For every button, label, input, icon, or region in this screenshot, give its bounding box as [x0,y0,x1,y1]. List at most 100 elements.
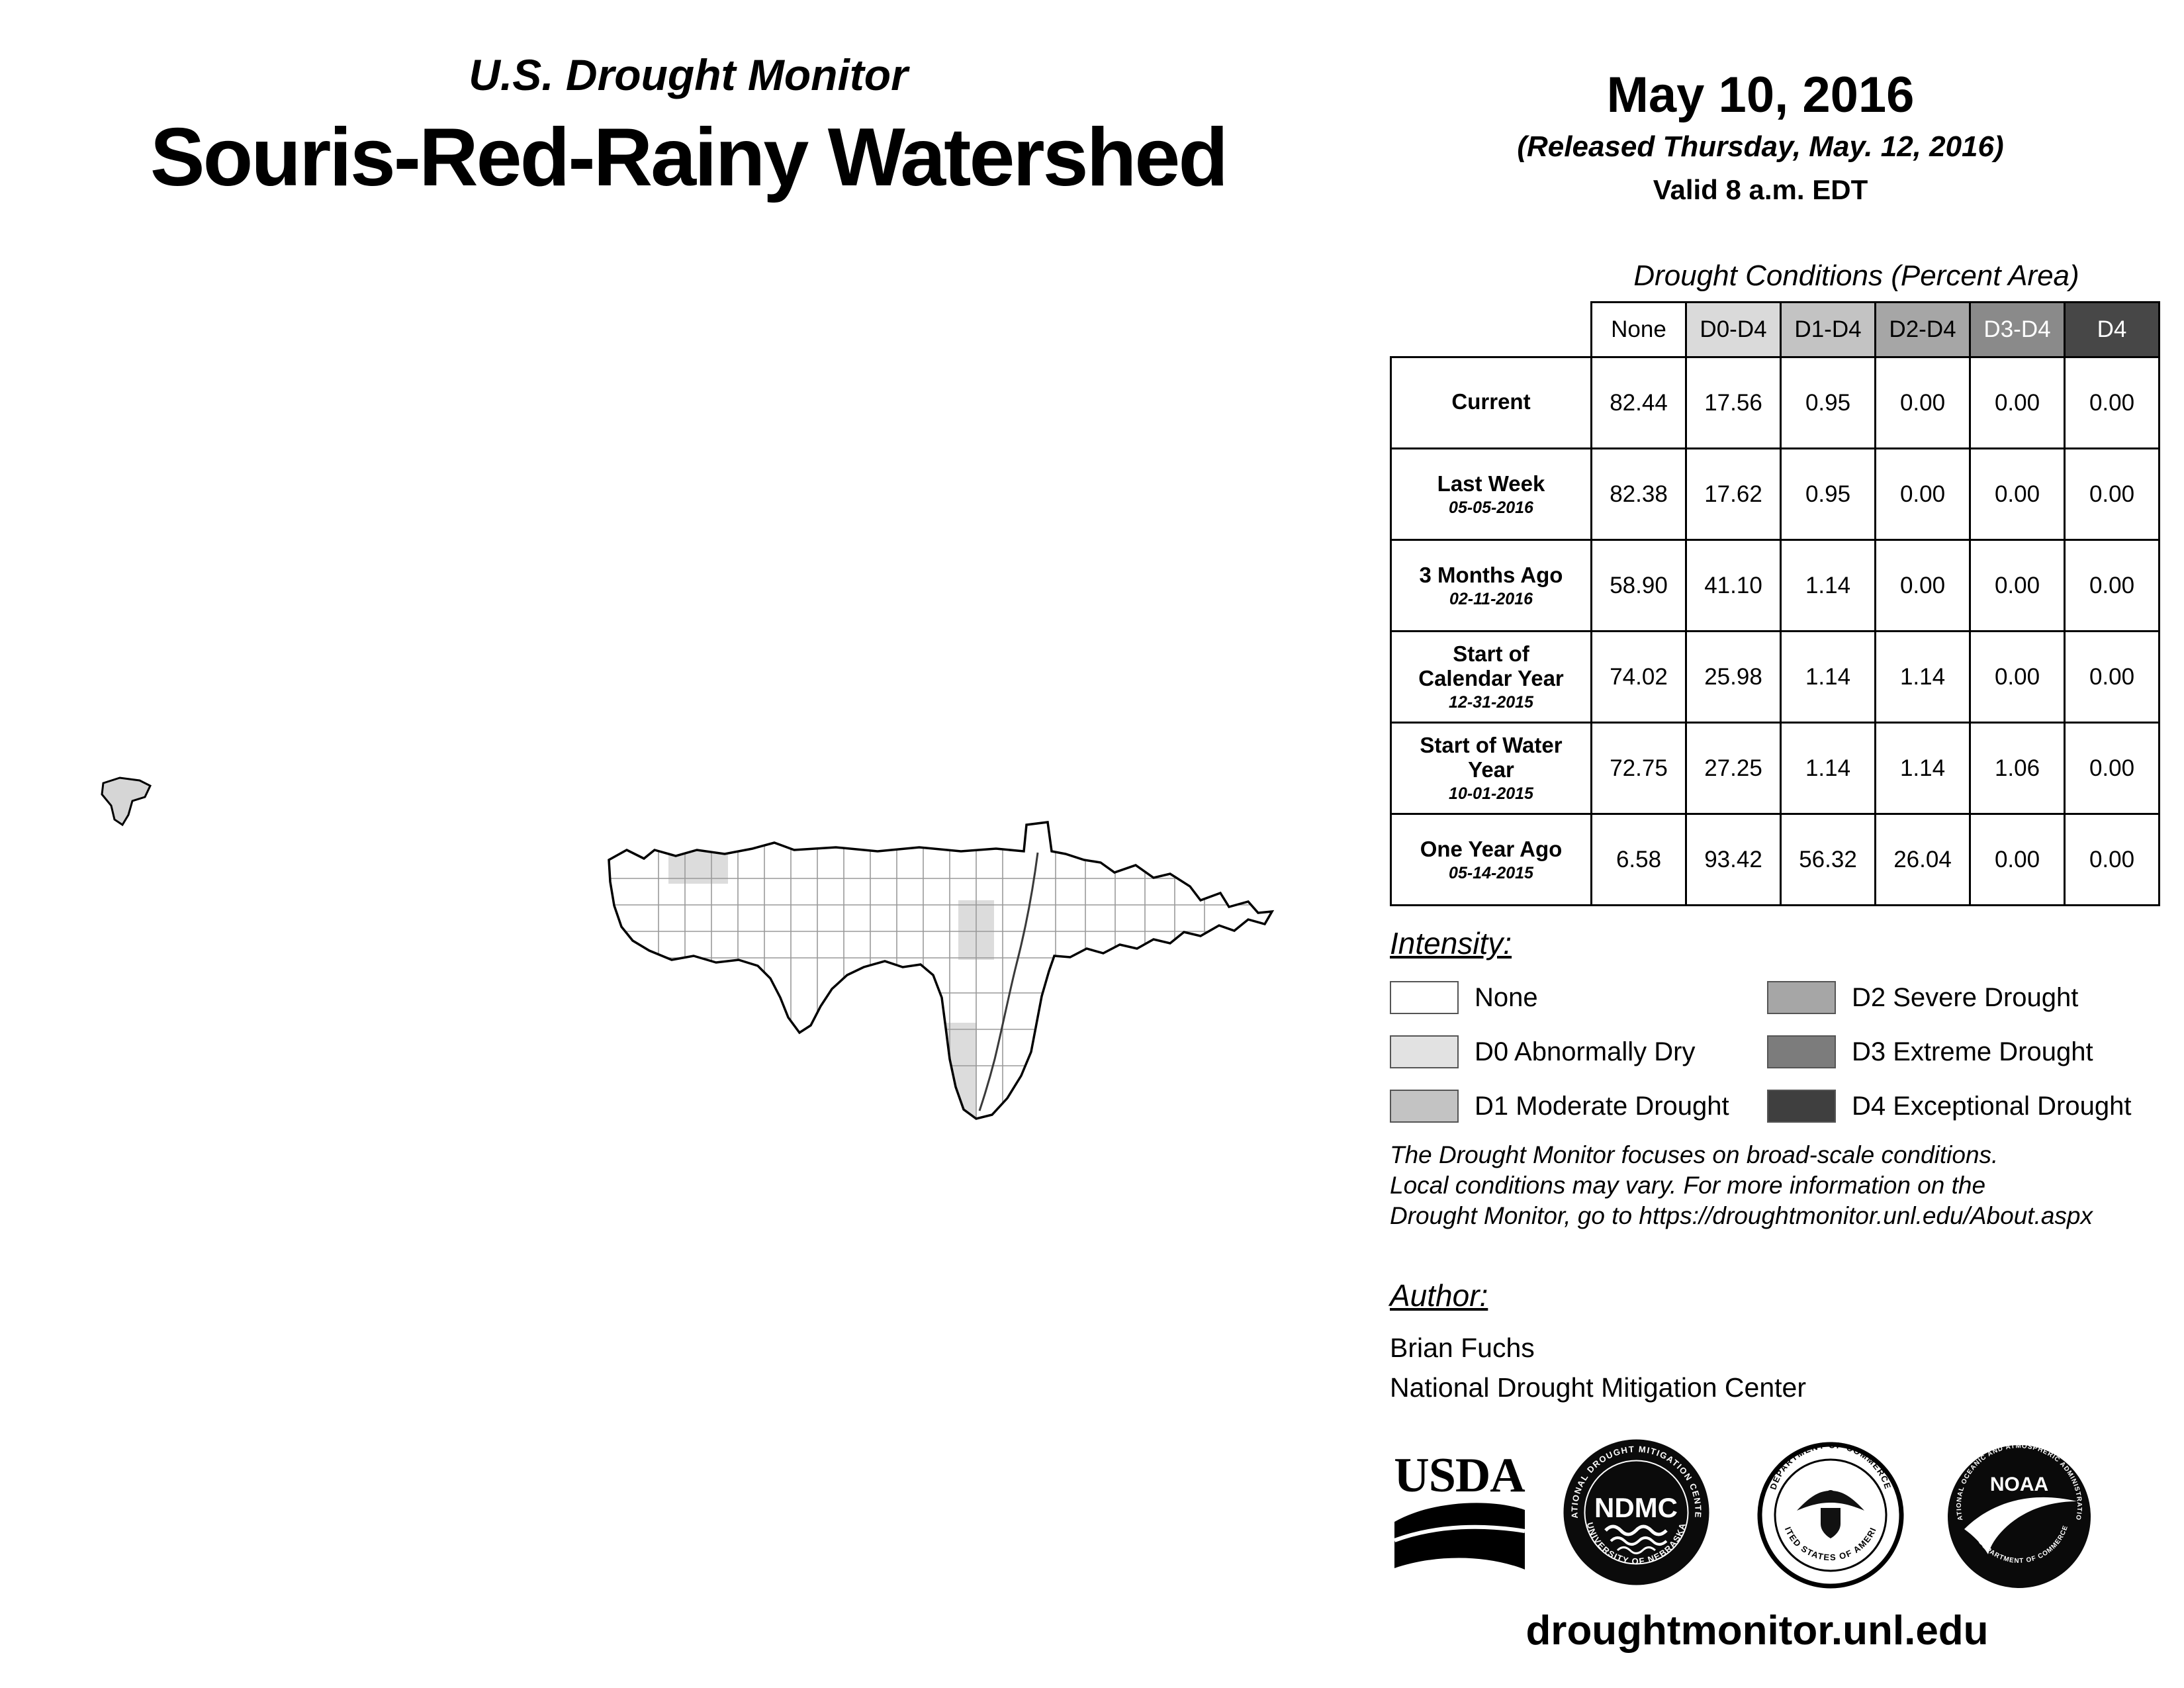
table-cell: 0.00 [1969,630,2066,724]
row-date: 10-01-2015 [1449,784,1533,803]
region-title: Souris-Red-Rainy Watershed [150,112,1228,203]
table-header-row: None D0-D4 D1-D4 D2-D4 D3-D4 D4 [1390,301,2160,358]
table-cell: 6.58 [1590,813,1687,906]
table-cell: 0.95 [1780,356,1876,449]
legend-item: D0 Abnormally Dry [1390,1035,1767,1068]
row-label: Start of Water Year [1420,733,1563,782]
intensity-legend: Intensity: None D0 Abnormally Dry D1 Mod… [1390,925,2164,1123]
table-cell: 1.14 [1780,539,1876,632]
table-cell: 1.14 [1874,722,1971,815]
table-cell: 72.75 [1590,722,1687,815]
table-cell: 82.44 [1590,356,1687,449]
usda-logo: USDA [1390,1448,1529,1574]
watershed-map [101,776,1275,1120]
legend-swatch-d2 [1767,981,1836,1014]
table-cell: 1.14 [1780,630,1876,724]
legend-title: Intensity: [1390,926,1512,961]
legend-item: None [1390,981,1767,1014]
table-cell: 1.06 [1969,722,2066,815]
doc-seal: DEPARTMENT OF COMMERCE UNITED STATES OF … [1757,1442,1904,1589]
legend-label: D4 Exceptional Drought [1852,1091,2132,1121]
valid-time: Valid 8 a.m. EDT [1653,174,1868,205]
noaa-bird-icon [1964,1497,2077,1554]
disclaimer-line: Local conditions may vary. For more info… [1390,1172,1986,1199]
legend-swatch-d1 [1390,1090,1459,1123]
column-header: D3-D4 [1969,301,2066,358]
row-header: Last Week 05-05-2016 [1390,447,1592,541]
column-header: D4 [2064,301,2160,358]
row-date: 12-31-2015 [1449,693,1533,712]
row-header: Current [1390,356,1592,449]
ndmc-waves-icon [1604,1524,1668,1536]
table-row: Last Week 05-05-2016 82.38 17.62 0.95 0.… [1390,447,2160,541]
table-cell: 0.00 [2064,813,2160,906]
author-block: Author: Brian Fuchs National Drought Mit… [1390,1278,1806,1407]
legend-swatch-d3 [1767,1035,1836,1068]
author-org: National Drought Mitigation Center [1390,1372,1806,1403]
table-cell: 17.62 [1685,447,1782,541]
legend-label: D1 Moderate Drought [1475,1091,1729,1121]
watershed-outline [608,821,1275,1120]
table-cell: 0.00 [2064,447,2160,541]
d0-area [864,973,915,1008]
legend-swatch-none [1390,981,1459,1014]
table-cell: 27.25 [1685,722,1782,815]
ndmc-logo-text: NDMC [1594,1492,1678,1523]
legend-item: D3 Extreme Drought [1767,1035,2131,1068]
column-header: D0-D4 [1685,301,1782,358]
usda-swoosh-icon [1393,1503,1525,1570]
table-cell: 82.38 [1590,447,1687,541]
table-cell: 0.95 [1780,447,1876,541]
legend-label: None [1475,982,1538,1012]
column-header: D1-D4 [1780,301,1876,358]
noaa-logo-text: NOAA [1990,1474,2048,1495]
doc-eagle-icon [1797,1490,1864,1538]
table-cell: 93.42 [1685,813,1782,906]
row-label: Start of Calendar Year [1418,641,1564,690]
legend-item: D2 Severe Drought [1767,981,2131,1014]
table-cell: 0.00 [2064,539,2160,632]
ndmc-waves-icon [1610,1536,1668,1546]
table-row: One Year Ago 05-14-2015 6.58 93.42 56.32… [1390,813,2160,906]
row-date: 05-05-2016 [1449,498,1533,517]
table-row: Current 82.44 17.56 0.95 0.00 0.00 0.00 [1390,356,2160,449]
usda-logo-text: USDA [1394,1448,1525,1503]
table-row: Start of Water Year 10-01-2015 72.75 27.… [1390,722,2160,815]
legend-label: D2 Severe Drought [1852,982,2079,1012]
column-header: D2-D4 [1874,301,1971,358]
table-caption: Drought Conditions (Percent Area) [1633,259,2079,292]
legend-swatch-d4 [1767,1090,1836,1123]
row-header: One Year Ago 05-14-2015 [1390,813,1592,906]
table-cell: 41.10 [1685,539,1782,632]
legend-label: D0 Abnormally Dry [1475,1037,1696,1066]
table-row: 3 Months Ago 02-11-2016 58.90 41.10 1.14… [1390,539,2160,632]
table-cell: 0.00 [2064,722,2160,815]
table-cell: 0.00 [1969,356,2066,449]
ndmc-waves-icon [1616,1546,1657,1554]
report-date: May 10, 2016 [1606,67,1915,123]
table-cell: 26.04 [1874,813,1971,906]
header-right: May 10, 2016 (Released Thursday, May. 12… [1410,66,2111,206]
table-cell: 0.00 [1874,356,1971,449]
table-cell: 0.00 [1969,447,2066,541]
legend-item: D4 Exceptional Drought [1767,1090,2131,1123]
legend-item: D1 Moderate Drought [1390,1090,1767,1123]
legend-swatch-d0 [1390,1035,1459,1068]
author-title: Author: [1390,1278,1488,1313]
header-left: U.S. Drought Monitor Souris-Red-Rainy Wa… [66,50,1310,205]
table-row: Start of Calendar Year 12-31-2015 74.02 … [1390,630,2160,724]
table-cell: 0.00 [1969,539,2066,632]
row-date: 05-14-2015 [1449,863,1533,882]
released-date: (Released Thursday, May. 12, 2016) [1517,130,2004,163]
row-header: Start of Calendar Year 12-31-2015 [1390,630,1592,724]
table-cell: 0.00 [1874,539,1971,632]
row-label: 3 Months Ago [1419,562,1563,587]
row-header: Start of Water Year 10-01-2015 [1390,722,1592,815]
table-cell: 0.00 [2064,356,2160,449]
table-cell: 58.90 [1590,539,1687,632]
ndmc-logo: NATIONAL DROUGHT MITIGATION CENTER UNIVE… [1562,1438,1709,1585]
disclaimer-line: Drought Monitor, go to https://droughtmo… [1390,1202,2093,1229]
table-cell: 74.02 [1590,630,1687,724]
monitor-title: U.S. Drought Monitor [469,50,908,99]
